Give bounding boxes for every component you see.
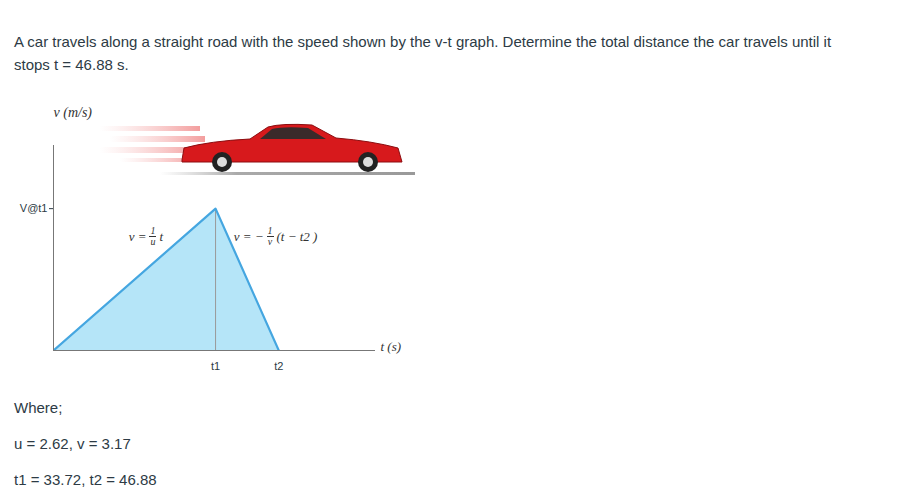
html-text:v = − 1: v = − 1 [233,225,273,244]
svg-text:V@t1: V@t1 [20,202,48,214]
html-text:v = 1: v = 1 [128,225,156,244]
svg-text:t2: t2 [274,360,283,372]
html-text:A car travels along a straight: A car travels along a straight road with… [14,33,832,50]
html-text:t1 = 33.72, t2 = 46.88: t1 = 33.72, t2 = 46.88 [14,471,157,488]
html-text:stops t = 46.88 s.: stops t = 46.88 s. [14,56,129,73]
html-text:Where;: Where; [14,399,63,416]
svg-text:v (m/s): v (m/s) [54,105,93,121]
html-text:v (t − t2 ): v (t − t2 ) [267,228,318,247]
svg-text:t1: t1 [211,360,220,372]
html-text:u = 2.62, v = 3.17: u = 2.62, v = 3.17 [14,435,131,452]
html-text:u t: u t [150,228,164,247]
svg-text:t (s): t (s) [381,339,402,354]
